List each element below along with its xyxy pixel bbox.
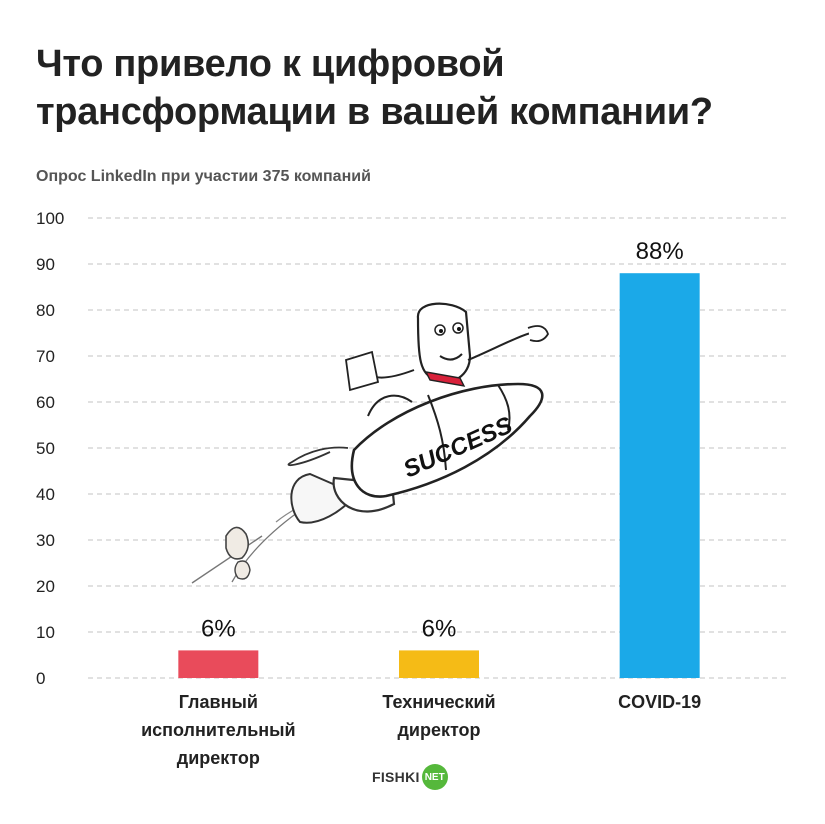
brand-logo: FISHKI NET (372, 764, 448, 790)
data-label: 6% (201, 615, 236, 642)
y-tick-label: 30 (36, 531, 55, 550)
category-label-line: Главный (179, 692, 258, 712)
data-labels: 6% 6% 88% (201, 238, 684, 642)
y-tick-label: 60 (36, 393, 55, 412)
data-label: 88% (636, 238, 684, 265)
y-tick-label: 50 (36, 439, 55, 458)
category-label-line: COVID-19 (618, 692, 701, 712)
y-tick-label: 100 (36, 209, 64, 228)
category-label: COVID-19 (618, 692, 701, 712)
category-label-line: исполнительный (141, 720, 296, 740)
y-axis-ticks: 0 10 20 30 40 50 60 70 80 90 100 (36, 209, 64, 688)
category-label-line: Технический (382, 692, 495, 712)
y-tick-label: 40 (36, 485, 55, 504)
bar (399, 650, 479, 678)
chart-title: Что привело к цифровой трансформации в в… (36, 43, 713, 133)
bar (178, 650, 259, 678)
brand-badge: NET (421, 764, 448, 790)
brand-text: FISHKI (372, 769, 420, 785)
category-labels: Главный исполнительный директорТехнический… (141, 692, 701, 768)
y-tick-label: 10 (36, 623, 55, 642)
category-label: Технический директор (382, 692, 495, 740)
category-label: Главный исполнительный директор (141, 692, 296, 768)
bar (619, 273, 700, 678)
rocket-illustration: SUCCESS (191, 302, 549, 584)
y-tick-label: 70 (36, 347, 55, 366)
category-label-line: директор (397, 720, 480, 740)
chart-subtitle: Опрос LinkedIn при участии 375 компаний (36, 168, 371, 185)
y-tick-label: 20 (36, 577, 55, 596)
category-label-line: директор (177, 748, 260, 768)
y-tick-label: 90 (36, 255, 55, 274)
bars (178, 273, 700, 678)
y-tick-label: 0 (36, 669, 45, 688)
data-label: 6% (422, 615, 457, 642)
y-tick-label: 80 (36, 301, 55, 320)
